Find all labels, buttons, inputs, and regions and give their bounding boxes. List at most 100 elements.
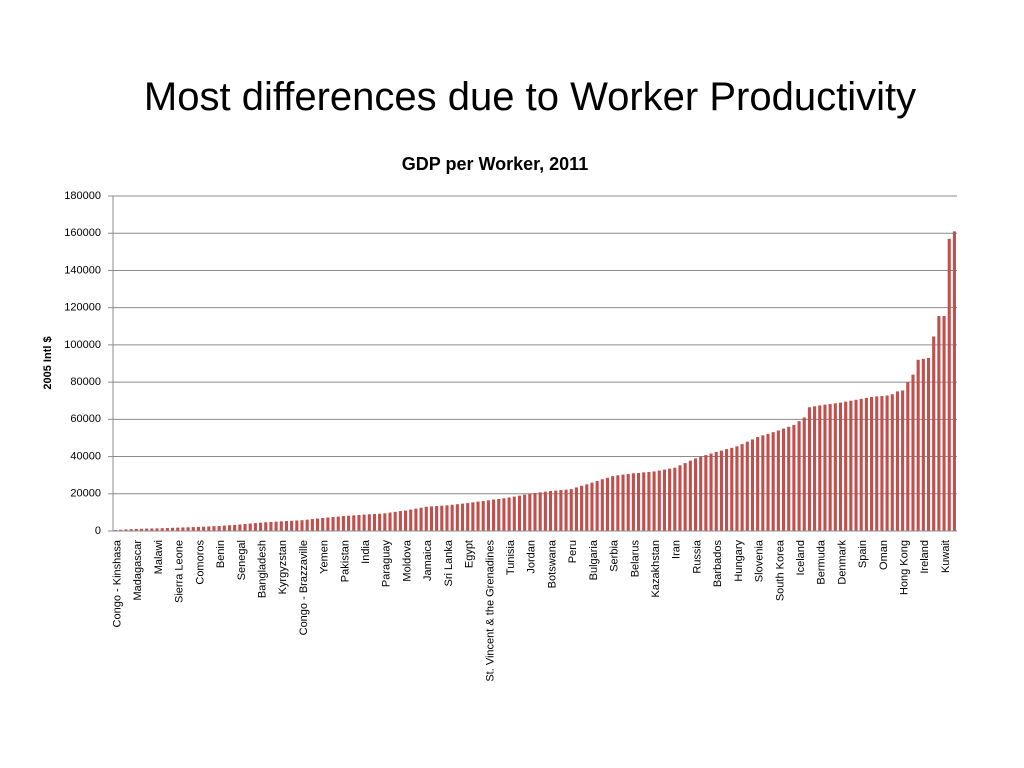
bar — [367, 514, 371, 531]
bar — [761, 435, 765, 531]
bar — [776, 430, 780, 531]
bar — [403, 510, 408, 531]
bar — [585, 484, 589, 531]
bar — [357, 514, 361, 531]
bar — [678, 465, 682, 531]
bar — [859, 398, 863, 531]
bar — [186, 527, 190, 531]
x-tick-label: Comoros — [194, 540, 206, 585]
bar — [895, 391, 900, 531]
bar — [569, 489, 573, 531]
bar — [429, 506, 433, 531]
bar — [937, 316, 941, 531]
bar — [818, 405, 822, 531]
bar — [833, 403, 837, 531]
y-tick-label: 20000 — [70, 488, 101, 500]
x-tick-label: Kuwait — [940, 540, 952, 573]
x-tick-label: Slovenia — [754, 539, 766, 582]
bar — [528, 493, 532, 531]
bar — [802, 417, 806, 531]
bar — [554, 490, 558, 531]
x-tick-label: Egypt — [464, 540, 476, 568]
bar — [709, 453, 713, 531]
x-tick-label: Congo - Brazzaville — [298, 540, 310, 635]
bar — [730, 447, 734, 531]
x-tick-label: Jamaica — [422, 539, 434, 581]
bar — [481, 501, 485, 531]
bar — [637, 472, 641, 531]
bar — [864, 397, 868, 531]
bar — [668, 468, 672, 531]
x-tick-label: Madagascar — [132, 540, 144, 601]
bar — [781, 428, 786, 531]
bar — [274, 521, 278, 531]
bar — [253, 523, 257, 531]
bar — [750, 439, 755, 531]
slide-title: Most differences due to Worker Productiv… — [144, 75, 916, 119]
bar — [890, 394, 894, 531]
bar — [372, 513, 377, 531]
bar — [196, 526, 200, 531]
bar — [160, 528, 164, 531]
bar — [139, 528, 144, 531]
bar — [486, 500, 490, 531]
bar — [134, 528, 138, 531]
bar — [916, 359, 920, 531]
bar — [181, 527, 185, 531]
x-tick-label: Bangladesh — [256, 540, 268, 598]
y-tick-label: 100000 — [64, 339, 101, 351]
x-tick-label: Benin — [215, 540, 227, 568]
bar — [460, 503, 465, 531]
x-tick-label: Kazakhstan — [650, 540, 662, 597]
x-tick-label: India — [360, 539, 372, 564]
bar — [279, 521, 283, 531]
bar — [911, 374, 915, 531]
bar — [828, 404, 832, 531]
bar — [440, 505, 444, 531]
bar — [202, 526, 206, 531]
bar — [352, 515, 356, 531]
bar — [740, 444, 744, 531]
bar — [662, 469, 667, 531]
bar — [600, 479, 604, 531]
bar — [683, 463, 687, 531]
bar — [341, 516, 345, 531]
bar — [538, 492, 542, 531]
y-tick-label: 0 — [95, 525, 101, 537]
bar — [797, 421, 801, 531]
x-tick-label: Paraguay — [381, 540, 393, 588]
bar — [455, 504, 459, 531]
bar — [264, 522, 268, 531]
y-tick-label: 140000 — [64, 264, 101, 276]
bar — [693, 458, 698, 531]
bar — [290, 520, 294, 531]
bar — [321, 517, 325, 531]
bar — [502, 498, 506, 531]
bar — [243, 524, 247, 531]
y-tick-label: 160000 — [64, 227, 101, 239]
x-tick-label: Kyrgyzstan — [277, 540, 289, 594]
bar — [838, 402, 843, 531]
x-tick-label: Tunisia — [505, 539, 517, 575]
y-axis-label: 2005 Intl $ — [42, 336, 54, 389]
bar — [548, 490, 553, 531]
bar — [466, 503, 470, 531]
bar — [450, 504, 454, 531]
bar — [310, 519, 314, 531]
bar — [155, 528, 159, 531]
bar — [714, 451, 718, 531]
bar — [932, 336, 936, 531]
bar — [875, 396, 879, 531]
x-tick-label: Oman — [878, 540, 890, 570]
bar — [574, 487, 578, 531]
bar — [435, 506, 439, 531]
bar — [766, 433, 770, 531]
bar — [901, 390, 905, 531]
bar — [326, 517, 330, 531]
bar — [921, 358, 925, 531]
bar — [543, 491, 547, 531]
bar — [699, 456, 703, 531]
bar — [419, 507, 423, 531]
bar — [445, 505, 449, 531]
bar — [906, 382, 910, 531]
